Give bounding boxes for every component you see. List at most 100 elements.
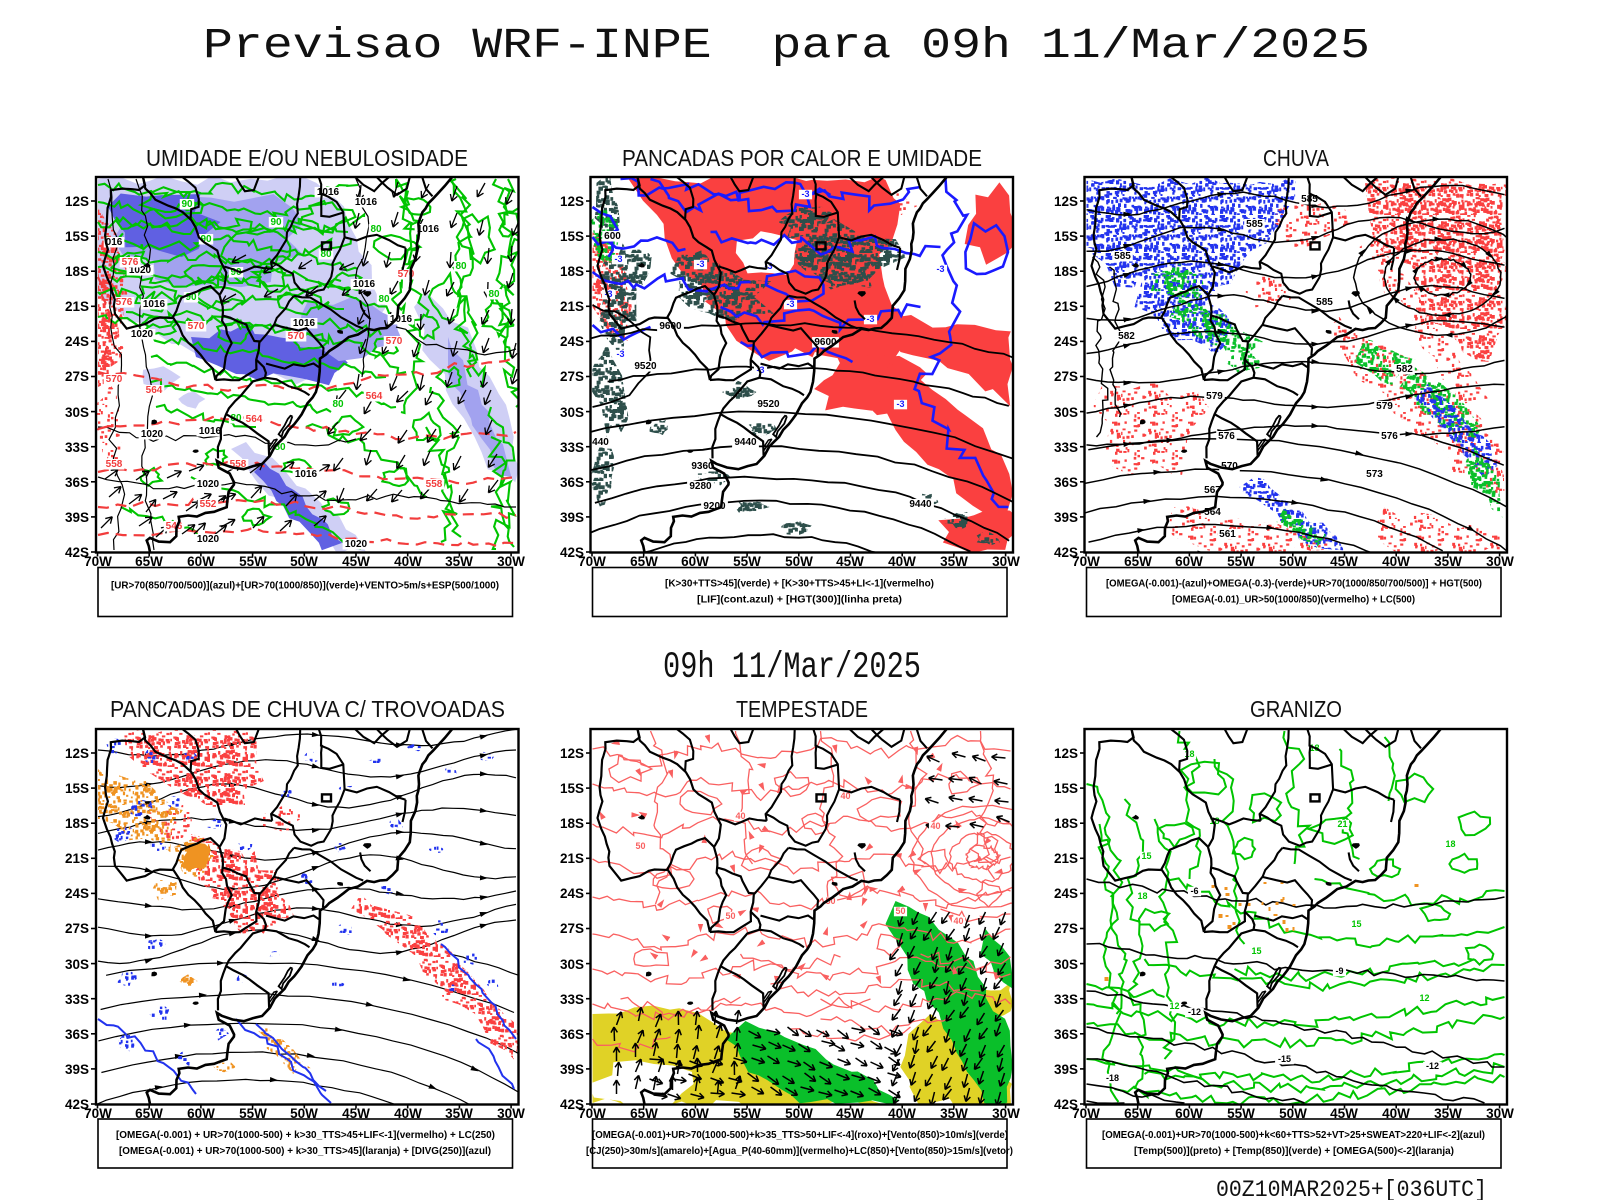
svg-text:18: 18 (1445, 839, 1455, 849)
svg-text:552: 552 (200, 499, 217, 510)
svg-text:Previsao WRF-INPE para 09h 11: Previsao WRF-INPE para 09h 11/Mar/2025 (203, 21, 1370, 70)
svg-text:18S: 18S (560, 816, 584, 831)
svg-text:9360: 9360 (691, 461, 714, 472)
svg-text:30S: 30S (560, 957, 584, 972)
svg-text:55W: 55W (1227, 1106, 1255, 1121)
svg-text:PANCADAS POR CALOR E UMIDADE: PANCADAS POR CALOR E UMIDADE (622, 145, 982, 171)
svg-text:30W: 30W (992, 554, 1020, 569)
svg-text:1016: 1016 (143, 299, 166, 310)
svg-text:60W: 60W (1175, 554, 1203, 569)
svg-text:30W: 30W (1486, 1106, 1514, 1121)
svg-text:55W: 55W (239, 1106, 267, 1121)
svg-text:15: 15 (1351, 919, 1361, 929)
svg-text:50: 50 (635, 841, 645, 851)
svg-text:15S: 15S (65, 229, 89, 244)
svg-text:[K>30+TTS>45](verde) + [K>30+T: [K>30+TTS>45](verde) + [K>30+TTS>45+LI<-… (665, 579, 934, 590)
svg-text:1016: 1016 (293, 318, 316, 329)
svg-text:TEMPESTADE: TEMPESTADE (736, 696, 868, 722)
svg-text:440: 440 (592, 437, 609, 448)
svg-text:70W: 70W (84, 554, 112, 569)
svg-text:50W: 50W (290, 1106, 318, 1121)
svg-text:27S: 27S (1054, 369, 1078, 384)
svg-text:35W: 35W (1434, 554, 1462, 569)
svg-text:40: 40 (735, 811, 745, 821)
svg-text:70W: 70W (84, 1106, 112, 1121)
svg-text:65W: 65W (1124, 554, 1152, 569)
svg-text:9440: 9440 (909, 499, 932, 510)
svg-text:579: 579 (1206, 391, 1223, 402)
svg-text:27S: 27S (65, 921, 89, 936)
svg-text:15: 15 (1251, 946, 1261, 956)
svg-text:1016: 1016 (417, 224, 440, 235)
svg-text:35W: 35W (940, 1106, 968, 1121)
svg-text:21S: 21S (1054, 299, 1078, 314)
svg-text:600: 600 (604, 231, 621, 242)
svg-text:1020: 1020 (141, 429, 164, 440)
svg-text:18: 18 (1209, 816, 1219, 826)
svg-text:-18: -18 (1106, 1073, 1119, 1083)
svg-text:70W: 70W (1072, 1106, 1100, 1121)
svg-text:-3: -3 (696, 259, 704, 269)
svg-text:45W: 45W (1330, 1106, 1358, 1121)
svg-text:576: 576 (1218, 431, 1235, 442)
svg-text:35W: 35W (445, 554, 473, 569)
svg-text:12S: 12S (1054, 746, 1078, 761)
svg-text:18S: 18S (1054, 816, 1078, 831)
svg-text:GRANIZO: GRANIZO (1250, 696, 1342, 722)
svg-text:80: 80 (320, 249, 332, 260)
svg-text:15S: 15S (560, 229, 584, 244)
svg-text:33S: 33S (1054, 992, 1078, 1007)
svg-text:24S: 24S (65, 334, 89, 349)
svg-text:-3: -3 (616, 349, 624, 359)
svg-text:65W: 65W (135, 1106, 163, 1121)
svg-text:570: 570 (288, 331, 305, 342)
svg-text:21: 21 (1337, 819, 1347, 829)
svg-text:60W: 60W (1175, 1106, 1203, 1121)
svg-text:1020: 1020 (131, 329, 154, 340)
svg-text:564: 564 (366, 391, 383, 402)
svg-text:30S: 30S (560, 405, 584, 420)
svg-text:9280: 9280 (689, 481, 712, 492)
svg-text:1020: 1020 (197, 534, 220, 545)
svg-text:579: 579 (1376, 401, 1393, 412)
svg-text:27S: 27S (1054, 921, 1078, 936)
svg-text:50W: 50W (290, 554, 318, 569)
svg-text:80: 80 (378, 294, 390, 305)
svg-text:00Z10MAR2025+[036UTC]: 00Z10MAR2025+[036UTC] (1216, 1177, 1487, 1200)
svg-text:1016: 1016 (295, 469, 318, 480)
svg-text:1016: 1016 (353, 279, 376, 290)
svg-text:582: 582 (1118, 331, 1135, 342)
svg-text:90: 90 (200, 234, 212, 245)
svg-text:1016: 1016 (390, 314, 413, 325)
svg-text:45W: 45W (836, 554, 864, 569)
svg-text:35W: 35W (1434, 1106, 1462, 1121)
svg-text:12: 12 (1169, 1001, 1179, 1011)
svg-text:-6: -6 (1190, 886, 1198, 896)
svg-text:12S: 12S (1054, 194, 1078, 209)
svg-text:21S: 21S (1054, 851, 1078, 866)
svg-text:-3: -3 (936, 264, 944, 274)
svg-text:39S: 39S (560, 1062, 584, 1077)
svg-text:40W: 40W (888, 1106, 916, 1121)
svg-text:15S: 15S (65, 781, 89, 796)
svg-text:15: 15 (1141, 851, 1151, 861)
svg-text:576: 576 (1381, 431, 1398, 442)
svg-text:65W: 65W (1124, 1106, 1152, 1121)
svg-text:42S: 42S (1054, 545, 1078, 560)
svg-text:PANCADAS DE CHUVA C/ TROVOADAS: PANCADAS DE CHUVA C/ TROVOADAS (110, 696, 505, 722)
svg-text:65W: 65W (135, 554, 163, 569)
svg-text:60W: 60W (187, 554, 215, 569)
svg-text:24S: 24S (560, 886, 584, 901)
svg-text:-15: -15 (1278, 1054, 1291, 1064)
svg-text:18S: 18S (65, 264, 89, 279)
svg-text:40: 40 (840, 791, 850, 801)
svg-text:-3: -3 (801, 189, 809, 199)
svg-text:-3: -3 (866, 314, 874, 324)
svg-text:9440: 9440 (734, 437, 757, 448)
svg-text:585: 585 (1316, 297, 1333, 308)
svg-text:[OMEGA(-0.001) + UR>70(1000-50: [OMEGA(-0.001) + UR>70(1000-500) + k>30_… (116, 1130, 495, 1141)
svg-text:1020: 1020 (345, 539, 368, 550)
svg-text:9600: 9600 (659, 321, 682, 332)
svg-text:30W: 30W (497, 554, 525, 569)
svg-text:1020: 1020 (197, 479, 220, 490)
